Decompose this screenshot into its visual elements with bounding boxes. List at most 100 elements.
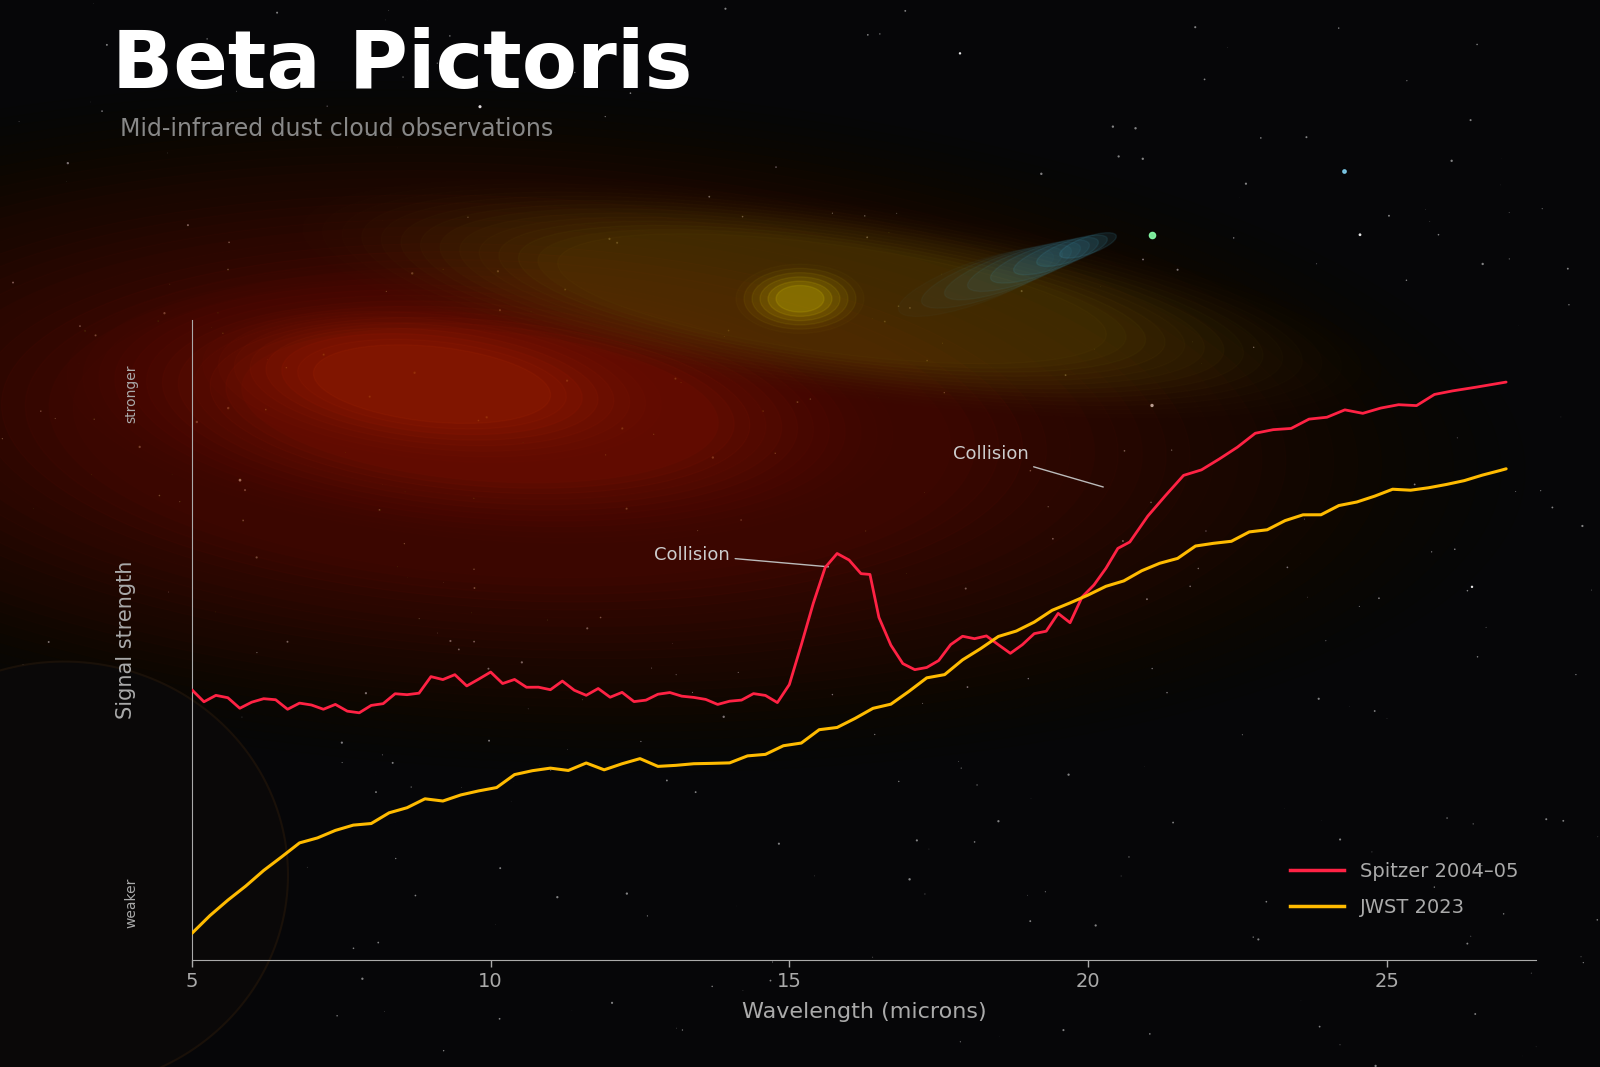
Point [1531,3,1557,20]
Point [1584,911,1600,928]
Point [675,51,701,68]
Point [987,1028,1013,1045]
Point [685,522,710,539]
Point [1579,582,1600,599]
Point [1539,499,1565,516]
Point [1106,148,1131,165]
JWST 2023 [1365,490,1384,503]
Ellipse shape [518,225,1146,372]
Point [554,372,579,389]
Point [1229,727,1254,744]
Point [1496,204,1522,221]
Point [224,83,250,100]
Point [294,859,320,876]
Point [147,487,173,504]
Point [474,409,499,426]
Point [555,740,581,758]
Point [574,620,600,637]
Point [1306,690,1331,707]
Point [243,548,269,566]
Point [760,954,786,971]
Point [216,234,242,251]
Point [766,835,792,853]
Point [888,636,914,653]
Spitzer 2004–05 [893,657,912,670]
Point [94,36,120,53]
Point [366,501,392,519]
Point [714,256,739,273]
Point [349,970,374,987]
Point [930,335,955,352]
Point [1421,878,1446,895]
Point [947,45,973,62]
Point [552,281,578,298]
Point [1418,212,1443,229]
Point [166,493,192,510]
Point [798,391,824,408]
Point [1530,201,1555,218]
Point [219,588,245,605]
Ellipse shape [440,209,1224,388]
Point [701,449,726,466]
Point [1454,583,1480,600]
Ellipse shape [944,244,1072,300]
Point [371,1003,397,1020]
Point [763,159,789,176]
Point [509,654,534,671]
Point [1040,530,1066,547]
Point [664,1020,690,1037]
Point [53,670,78,687]
Point [1376,482,1402,499]
Point [126,439,152,456]
Point [696,188,722,205]
Point [678,960,704,977]
Point [1192,70,1218,87]
Point [510,433,536,450]
Point [1336,698,1362,715]
Point [1458,927,1483,944]
Ellipse shape [266,328,598,441]
Point [1056,766,1082,783]
Point [1131,758,1157,775]
Point [1488,176,1514,193]
Point [1139,226,1165,243]
Point [82,942,107,959]
Text: Beta Pictoris: Beta Pictoris [112,27,693,105]
Point [805,996,830,1013]
Point [438,633,464,650]
Point [35,634,61,651]
Point [10,656,35,673]
Point [866,389,891,407]
Ellipse shape [1013,237,1099,275]
Point [965,777,990,794]
Point [227,472,253,489]
Point [461,490,486,507]
Point [1222,418,1248,435]
Text: Collision: Collision [654,546,829,567]
Point [1291,510,1317,527]
Point [1160,814,1186,831]
JWST 2023 [1496,462,1515,475]
Point [1549,409,1574,426]
Point [912,886,938,903]
Point [67,318,93,335]
Point [862,726,888,743]
Point [459,604,485,621]
Point [498,793,523,810]
Point [614,885,640,902]
Point [854,228,880,245]
Point [712,328,738,345]
Ellipse shape [282,334,582,434]
Spitzer 2004–05 [1406,399,1426,412]
Point [1109,867,1134,885]
Spitzer 2004–05 [1496,376,1515,388]
Spitzer 2004–05 [421,670,440,683]
Point [446,641,472,658]
Point [363,766,389,783]
Point [144,851,170,869]
Point [1154,684,1179,701]
Point [1242,339,1267,356]
Point [1051,1021,1077,1038]
Point [893,2,918,19]
Point [382,850,408,867]
